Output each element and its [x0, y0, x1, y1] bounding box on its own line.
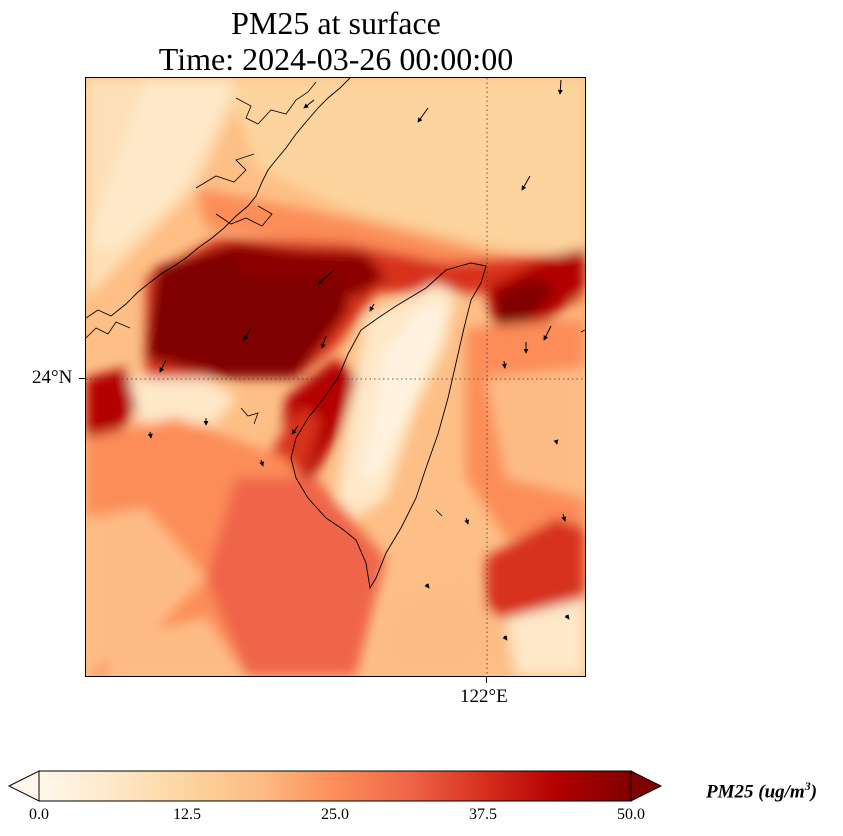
colorbar-max-extend: [630, 770, 663, 802]
colorbar-tick-label: 12.5: [173, 806, 201, 823]
colorbar-min-extend: [8, 770, 40, 802]
map-time-subtitle: Time: 2024-03-26 00:00:00: [158, 41, 514, 77]
colorbar-units-label: PM25 (ug/m3): [706, 775, 817, 803]
colorbar-tick-label: 37.5: [469, 806, 497, 823]
colorbar-gradient: [38, 770, 632, 802]
map-title: PM25 at surface: [231, 5, 441, 41]
pm25-field-map: [86, 78, 585, 676]
colorbar-units-prefix: PM25 (ug/m: [706, 781, 805, 803]
map-panel: [85, 77, 586, 677]
colorbar-tick-label: 50.0: [617, 806, 645, 823]
colorbar-tick-label: 25.0: [321, 806, 349, 823]
colorbar-units-exponent: 3: [804, 779, 811, 793]
colorbar-units-suffix: ): [810, 781, 818, 803]
lon-gridline-label: 122°E: [460, 686, 508, 707]
lat-gridline-label: 24°N: [32, 367, 73, 388]
lat-tick-mark: [79, 378, 85, 379]
colorbar: [8, 770, 663, 802]
lon-tick-mark: [486, 677, 487, 683]
colorbar-tick-label: 0.0: [29, 806, 49, 823]
